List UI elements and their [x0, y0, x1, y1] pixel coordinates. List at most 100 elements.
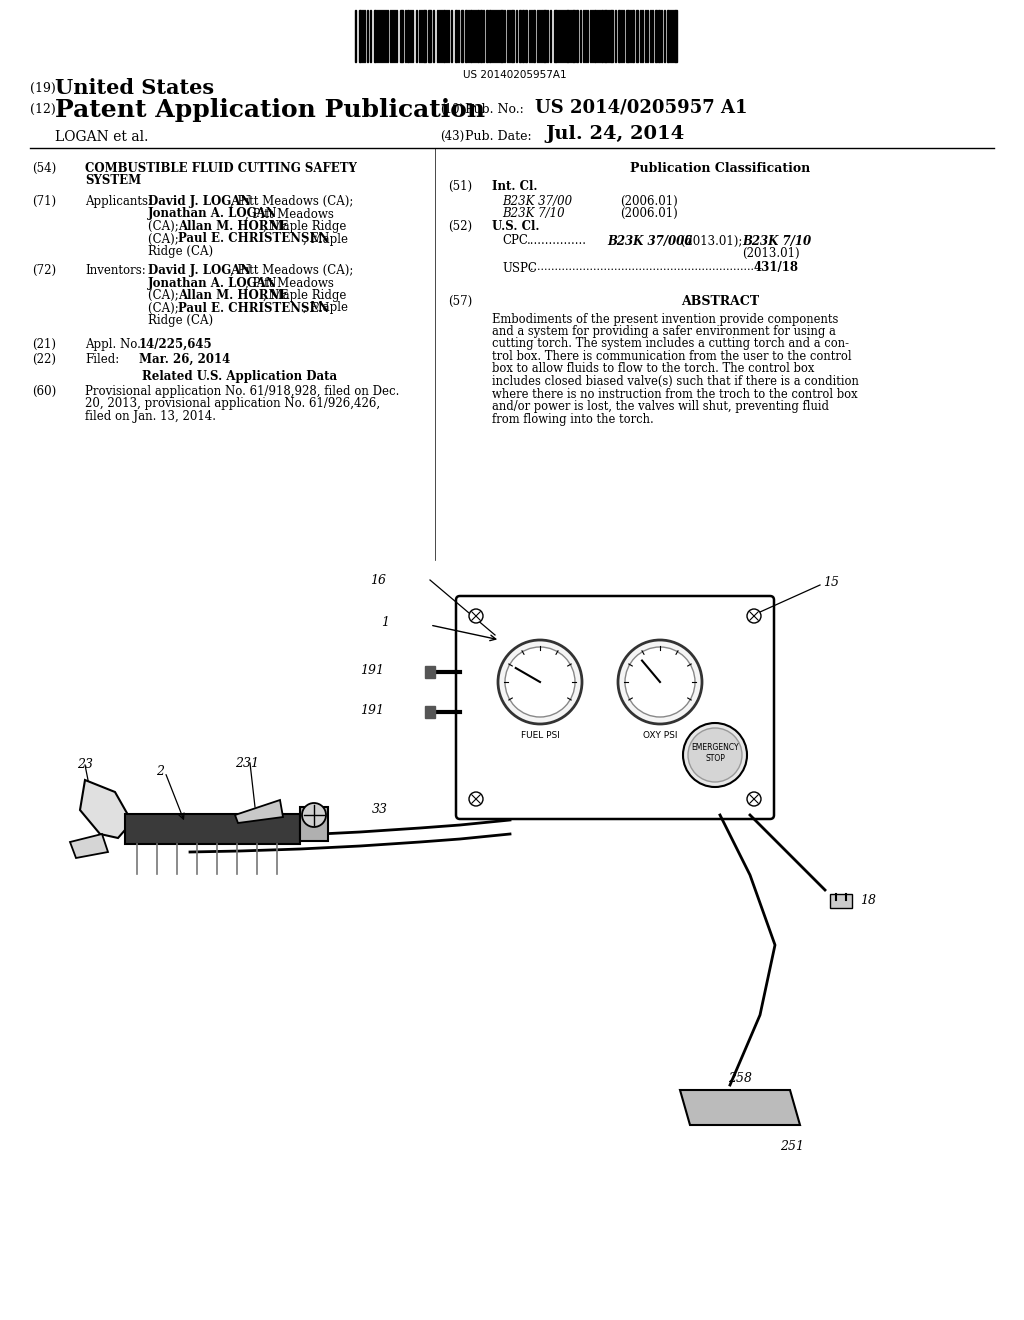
Bar [423, 11, 426, 62]
Text: Patent Application Publication: Patent Application Publication [55, 98, 485, 121]
Text: , Maple Ridge: , Maple Ridge [263, 220, 346, 234]
Text: (54): (54) [32, 162, 56, 176]
Bar [554, 11, 557, 62]
Text: (60): (60) [32, 385, 56, 399]
Bar [400, 11, 403, 62]
Text: Applicants:: Applicants: [85, 195, 152, 209]
Bar [575, 11, 578, 62]
Text: David J. LOGAN: David J. LOGAN [148, 264, 251, 277]
Text: 18: 18 [860, 895, 876, 908]
Text: ABSTRACT: ABSTRACT [681, 294, 759, 308]
Text: 20, 2013, provisional application No. 61/926,426,: 20, 2013, provisional application No. 61… [85, 397, 380, 411]
Text: B23K 7/10: B23K 7/10 [502, 207, 564, 220]
Text: COMBUSTIBLE FLUID CUTTING SAFETY: COMBUSTIBLE FLUID CUTTING SAFETY [85, 162, 357, 176]
Text: (CA);: (CA); [148, 220, 182, 234]
Bar [658, 11, 660, 62]
Text: trol box. There is communication from the user to the control: trol box. There is communication from th… [492, 350, 852, 363]
Text: 33: 33 [282, 820, 298, 833]
Text: Ridge (CA): Ridge (CA) [148, 314, 213, 327]
Bar [359, 11, 361, 62]
Bar [425, 667, 435, 678]
Text: Pub. Date:: Pub. Date: [465, 129, 531, 143]
Text: CPC: CPC [502, 235, 528, 248]
Bar [830, 894, 852, 908]
Bar [477, 11, 479, 62]
Text: (43): (43) [440, 129, 464, 143]
Text: ................................................................: ........................................… [530, 261, 754, 272]
Text: Jul. 24, 2014: Jul. 24, 2014 [545, 125, 684, 143]
Text: , Pitt Meadows (CA);: , Pitt Meadows (CA); [230, 264, 353, 277]
Bar [500, 11, 503, 62]
Text: EMERGENCY
STOP: EMERGENCY STOP [691, 743, 738, 763]
Text: (71): (71) [32, 195, 56, 209]
Text: Ridge (CA): Ridge (CA) [148, 246, 213, 257]
Text: , Pitt Meadows: , Pitt Meadows [245, 276, 334, 289]
Bar [534, 11, 535, 62]
Text: Paul E. CHRISTENSEN: Paul E. CHRISTENSEN [178, 232, 330, 246]
Text: FUEL PSI: FUEL PSI [520, 731, 559, 741]
Bar [636, 11, 638, 62]
FancyBboxPatch shape [456, 597, 774, 818]
Bar [543, 11, 546, 62]
Text: (52): (52) [449, 220, 472, 234]
Circle shape [302, 803, 326, 828]
Bar [618, 11, 620, 62]
Text: 33: 33 [372, 803, 388, 816]
Text: (2013.01);: (2013.01); [677, 235, 742, 248]
Text: (57): (57) [449, 294, 472, 308]
Bar [519, 11, 521, 62]
Circle shape [505, 647, 575, 717]
Bar [300, 807, 328, 841]
Bar [610, 11, 613, 62]
Text: U.S. Cl.: U.S. Cl. [492, 220, 540, 234]
Text: OXY PSI: OXY PSI [643, 731, 677, 741]
Text: Allan M. HORNE: Allan M. HORNE [178, 289, 288, 302]
Bar [465, 11, 467, 62]
Text: ................: ................ [527, 235, 587, 248]
Text: , Pitt Meadows: , Pitt Meadows [245, 207, 334, 220]
Bar [667, 11, 669, 62]
Text: 251: 251 [780, 1140, 804, 1152]
Text: cutting torch. The system includes a cutting torch and a con-: cutting torch. The system includes a cut… [492, 338, 849, 351]
Text: (72): (72) [32, 264, 56, 277]
Bar [525, 11, 527, 62]
Text: includes closed biased valve(s) such that if there is a condition: includes closed biased valve(s) such tha… [492, 375, 859, 388]
Bar [566, 11, 569, 62]
Bar [626, 11, 629, 62]
Polygon shape [680, 1090, 800, 1125]
Text: from flowing into the torch.: from flowing into the torch. [492, 412, 653, 425]
Polygon shape [70, 834, 108, 858]
Bar [455, 11, 457, 62]
Text: (2013.01): (2013.01) [742, 247, 800, 260]
Text: and/or power is lost, the valves will shut, preventing fluid: and/or power is lost, the valves will sh… [492, 400, 829, 413]
Text: (CA);: (CA); [148, 301, 182, 314]
Circle shape [683, 723, 746, 787]
Bar [470, 11, 472, 62]
Text: 1: 1 [381, 615, 389, 628]
Bar [572, 11, 575, 62]
Text: (2006.01): (2006.01) [620, 207, 678, 220]
Text: and a system for providing a safer environment for using a: and a system for providing a safer envir… [492, 325, 836, 338]
Polygon shape [234, 800, 283, 822]
Text: B23K 7/10: B23K 7/10 [742, 235, 811, 248]
Text: B23K 37/00: B23K 37/00 [502, 194, 572, 207]
Text: (51): (51) [449, 180, 472, 193]
Circle shape [688, 729, 742, 781]
Text: (22): (22) [32, 352, 56, 366]
Bar [604, 11, 607, 62]
Text: Jonathan A. LOGAN: Jonathan A. LOGAN [148, 207, 278, 220]
Text: Publication Classification: Publication Classification [630, 162, 810, 176]
Bar [125, 814, 300, 843]
Text: 258: 258 [728, 1072, 752, 1085]
Text: (CA);: (CA); [148, 289, 182, 302]
Text: (10): (10) [440, 103, 464, 116]
Circle shape [746, 609, 761, 623]
Bar [480, 11, 482, 62]
Text: USPC: USPC [502, 261, 537, 275]
Polygon shape [80, 780, 132, 838]
Text: 15: 15 [823, 576, 839, 589]
Text: (12): (12) [30, 103, 55, 116]
Bar [655, 11, 657, 62]
Text: Provisional application No. 61/918,928, filed on Dec.: Provisional application No. 61/918,928, … [85, 385, 399, 399]
Text: (19): (19) [30, 82, 55, 95]
